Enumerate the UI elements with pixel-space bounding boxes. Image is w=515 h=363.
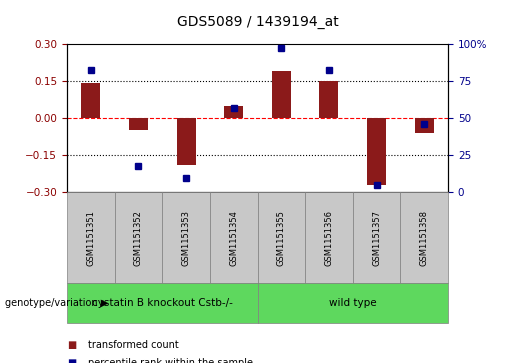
FancyBboxPatch shape — [210, 192, 258, 283]
Text: percentile rank within the sample: percentile rank within the sample — [88, 358, 252, 363]
Text: GSM1151357: GSM1151357 — [372, 210, 381, 266]
Text: cystatin B knockout Cstb-/-: cystatin B knockout Cstb-/- — [92, 298, 233, 308]
Bar — [224, 106, 243, 118]
Text: GSM1151355: GSM1151355 — [277, 210, 286, 266]
Text: genotype/variation ▶: genotype/variation ▶ — [5, 298, 108, 308]
Bar — [177, 118, 196, 165]
FancyBboxPatch shape — [67, 192, 114, 283]
Text: transformed count: transformed count — [88, 340, 178, 350]
FancyBboxPatch shape — [67, 283, 258, 323]
FancyBboxPatch shape — [401, 192, 448, 283]
Text: GSM1151353: GSM1151353 — [182, 210, 191, 266]
Text: GSM1151358: GSM1151358 — [420, 210, 428, 266]
Text: GSM1151352: GSM1151352 — [134, 210, 143, 266]
Bar — [81, 83, 100, 118]
FancyBboxPatch shape — [258, 283, 448, 323]
Bar — [319, 81, 338, 118]
Text: wild type: wild type — [329, 298, 376, 308]
FancyBboxPatch shape — [305, 192, 353, 283]
Text: GSM1151356: GSM1151356 — [324, 210, 333, 266]
Bar — [129, 118, 148, 130]
FancyBboxPatch shape — [162, 192, 210, 283]
Bar — [415, 118, 434, 133]
Text: ■: ■ — [67, 340, 76, 350]
Text: GSM1151351: GSM1151351 — [87, 210, 95, 266]
Text: GDS5089 / 1439194_at: GDS5089 / 1439194_at — [177, 15, 338, 29]
FancyBboxPatch shape — [353, 192, 401, 283]
Text: GSM1151354: GSM1151354 — [229, 210, 238, 266]
Bar — [367, 118, 386, 185]
FancyBboxPatch shape — [258, 192, 305, 283]
Bar — [272, 71, 291, 118]
Text: ■: ■ — [67, 358, 76, 363]
FancyBboxPatch shape — [114, 192, 162, 283]
